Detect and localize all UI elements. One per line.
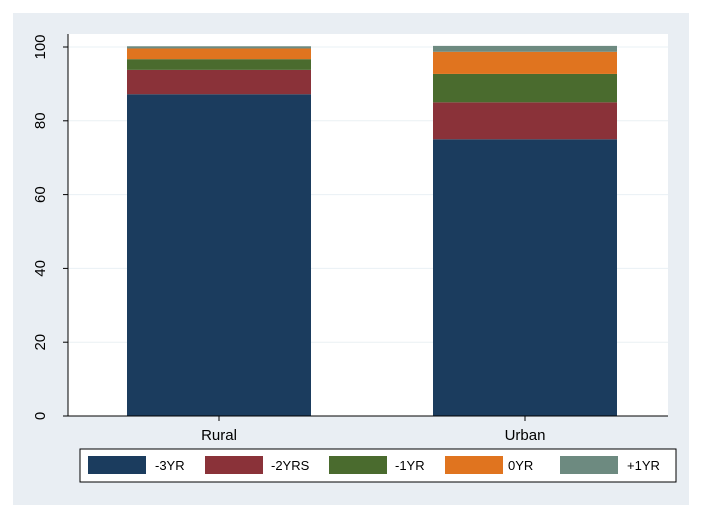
- bar-segment: [433, 51, 617, 74]
- y-tick-label: 40: [32, 260, 49, 277]
- legend-label: -3YR: [155, 458, 185, 473]
- bars: [127, 45, 617, 417]
- legend-label: -2YRS: [271, 458, 310, 473]
- x-tick-label: Rural: [201, 427, 237, 444]
- bar-segment: [127, 48, 311, 60]
- legend-label: 0YR: [508, 458, 533, 473]
- bar-segment: [433, 102, 617, 140]
- legend-label: +1YR: [627, 458, 660, 473]
- y-tick-label: 60: [32, 186, 49, 203]
- bar-segment: [127, 94, 311, 417]
- legend-swatch: [88, 456, 146, 474]
- legend-label: -1YR: [395, 458, 425, 473]
- legend-swatch: [205, 456, 263, 474]
- bar-segment: [127, 46, 311, 49]
- legend-swatch: [329, 456, 387, 474]
- bar-segment: [433, 73, 617, 103]
- bar-segment: [433, 139, 617, 416]
- x-axis: Rural Urban: [201, 416, 545, 444]
- y-tick-label: 20: [32, 334, 49, 351]
- y-tick-label: 80: [32, 112, 49, 129]
- y-tick-label: 100: [32, 34, 49, 59]
- y-tick-label: 0: [32, 412, 49, 420]
- legend: -3YR -2YRS -1YR 0YR +1YR: [88, 456, 660, 474]
- x-tick-label: Urban: [505, 427, 546, 444]
- legend-swatch: [445, 456, 503, 474]
- bar-segment: [127, 69, 311, 95]
- y-axis: 0 20 40 60 80 100: [32, 34, 68, 420]
- bar-segment: [433, 45, 617, 52]
- bar-segment: [127, 59, 311, 70]
- legend-swatch: [560, 456, 618, 474]
